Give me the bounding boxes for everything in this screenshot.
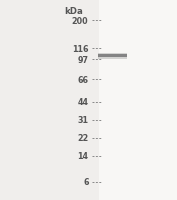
Bar — [98, 54, 127, 55]
Text: 66: 66 — [78, 76, 88, 84]
Text: 116: 116 — [72, 45, 88, 53]
Text: 6: 6 — [83, 178, 88, 186]
Bar — [98, 58, 127, 59]
Text: 22: 22 — [77, 134, 88, 142]
Text: 97: 97 — [78, 56, 88, 64]
Text: 200: 200 — [72, 17, 88, 25]
Bar — [99, 0, 177, 200]
Text: kDa: kDa — [64, 7, 83, 16]
Text: 14: 14 — [78, 152, 88, 160]
Text: 44: 44 — [78, 98, 88, 106]
Bar — [98, 55, 127, 58]
Text: 31: 31 — [78, 116, 88, 124]
